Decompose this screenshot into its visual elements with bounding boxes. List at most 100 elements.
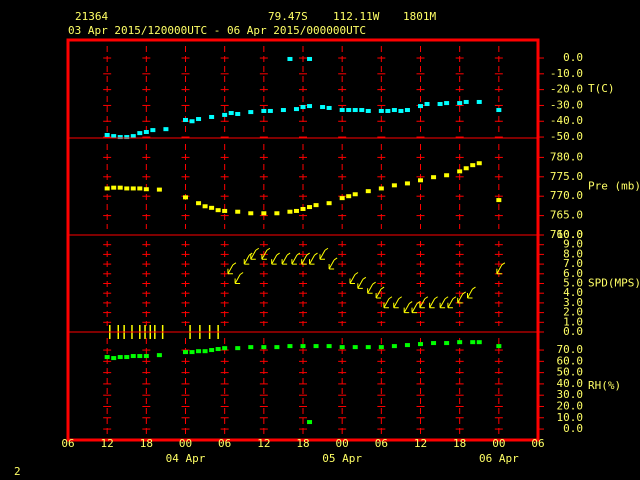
data-point [163,127,169,132]
panel-label: Pre (mb) [588,180,640,193]
date-label: 06 Apr [479,452,519,465]
data-point [339,108,345,113]
data-point [104,132,110,137]
y-tick-label: -10.0 [550,67,583,80]
wind-arrow [393,296,403,309]
data-point [404,108,410,113]
data-point [183,195,188,200]
data-point [359,108,365,113]
data-point [431,341,437,346]
x-tick-label: 00 [492,437,505,450]
date-label: 05 Apr [322,452,362,465]
data-point [111,356,117,361]
data-point [307,205,313,210]
data-point [444,101,450,106]
panel-label: T(C) [588,82,615,95]
y-tick-label: 20.0 [557,399,584,412]
plot-frame [66,38,540,442]
data-point [300,207,306,212]
wind-arrow [309,252,318,265]
data-point [378,345,384,350]
wind-arrow [367,281,376,294]
x-tick-label: 12 [257,437,270,450]
y-tick-label: 1.0 [563,315,583,328]
y-tick-label: 4.0 [563,286,583,299]
wind-arrow [357,276,367,289]
data-point [457,340,463,345]
data-point [378,108,384,113]
data-point [274,211,280,216]
y-tick-label: 775.0 [550,170,583,183]
data-point [117,185,123,190]
data-point [189,119,195,124]
data-point [437,102,443,107]
y-tick-label: 0.0 [563,422,583,435]
data-point [124,135,130,140]
data-point [143,129,149,134]
data-point [209,205,215,210]
y-tick-label: 760.0 [550,228,583,241]
data-point [365,189,371,194]
data-point [248,211,254,216]
data-point [404,343,410,348]
data-point [476,161,482,166]
elevation: 1801M [403,10,436,23]
wind-arrow [419,296,429,309]
x-tick-label: 06 [375,437,388,450]
longitude: 112.11W [333,10,380,23]
data-point [313,203,319,208]
wind-arrow [291,252,301,265]
x-tick-label: 06 [61,437,74,450]
y-tick-label: -30.0 [550,98,583,111]
wind-arrow [271,252,280,265]
data-point [444,173,450,178]
data-point [235,209,241,214]
data-point [300,105,306,110]
data-point [215,347,221,352]
data-point [398,108,404,113]
x-tick-label: 06 [218,437,231,450]
data-point [287,56,293,61]
panel-label: SPD(MPS) [588,277,640,290]
data-point [228,111,234,116]
y-tick-label: 9.0 [563,238,583,251]
data-point [391,183,397,188]
wind-arrow [439,296,449,309]
wind-arrow [467,286,476,299]
data-point [293,208,299,213]
wind-arrow [261,247,271,260]
data-point [117,135,123,140]
y-tick-label: -40.0 [550,114,583,127]
data-point [156,187,162,192]
x-tick-label: 06 [531,437,544,450]
y-tick-label: 7.0 [563,257,583,270]
data-point [463,99,469,104]
data-point [313,344,319,349]
wind-arrow [227,262,237,275]
y-tick-label: 765.0 [550,209,583,222]
panel-label: RH(%) [588,379,621,392]
period: 03 Apr 2015/120000UTC - 06 Apr 2015/0000… [68,24,366,37]
wind-arrow [243,252,253,265]
data-point [137,186,143,191]
data-point [476,99,482,104]
data-point [346,194,352,199]
data-point [137,354,143,359]
data-point [293,107,299,112]
wind-arrow [411,301,421,314]
data-point [183,350,188,355]
wind-arrow [301,252,310,265]
data-point [196,349,202,354]
data-point [248,110,254,115]
data-point [287,344,293,349]
page-number: 2 [14,465,21,478]
data-point [209,114,215,119]
data-point [196,117,202,122]
data-point [124,186,130,191]
wind-arrow [281,252,291,265]
data-point [111,185,117,190]
y-tick-label: 8.0 [563,247,583,260]
data-point [404,181,410,186]
x-tick-label: 00 [336,437,349,450]
data-point [130,186,136,191]
